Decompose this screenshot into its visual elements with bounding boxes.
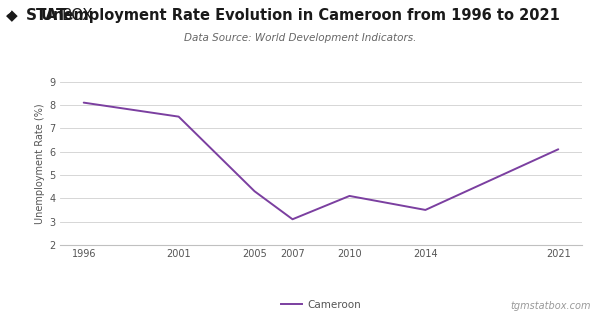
Y-axis label: Unemployment Rate (%): Unemployment Rate (%) xyxy=(35,103,46,224)
Text: ◆: ◆ xyxy=(6,8,18,23)
Text: Data Source: World Development Indicators.: Data Source: World Development Indicator… xyxy=(184,33,416,43)
Text: BOX: BOX xyxy=(62,8,94,23)
Legend: Cameroon: Cameroon xyxy=(277,296,365,314)
Text: tgmstatbox.com: tgmstatbox.com xyxy=(511,301,591,311)
Text: Unemployment Rate Evolution in Cameroon from 1996 to 2021: Unemployment Rate Evolution in Cameroon … xyxy=(41,8,559,23)
Text: STAT: STAT xyxy=(26,8,67,23)
Text: ◆: ◆ xyxy=(7,8,11,14)
